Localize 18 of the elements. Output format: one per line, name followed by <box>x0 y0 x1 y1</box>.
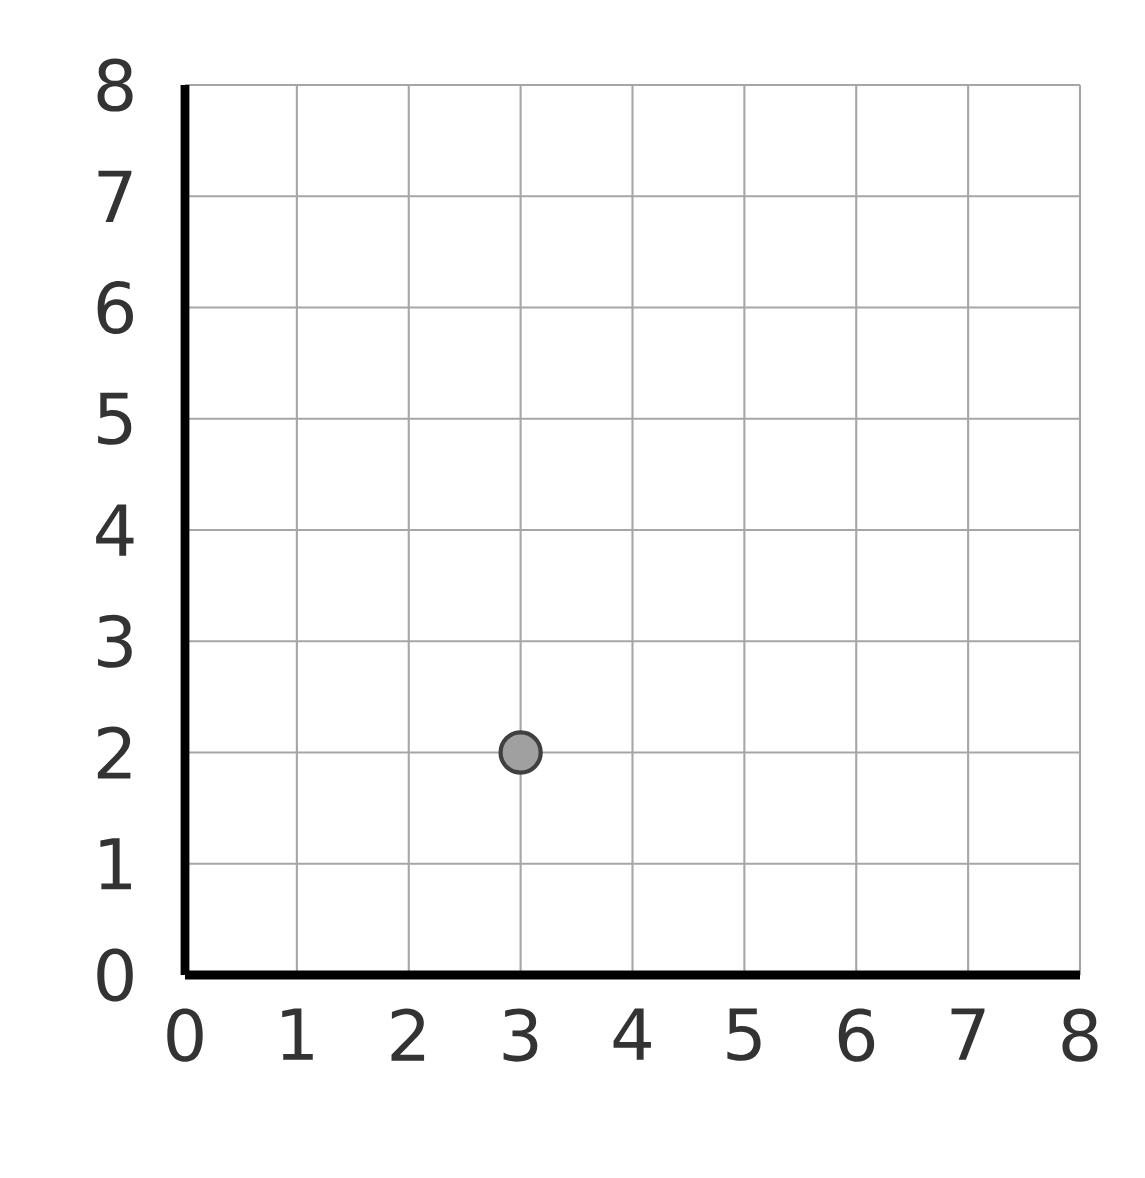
y-tick-label: 0 <box>97 948 133 1002</box>
y-tick-label: 6 <box>97 280 134 335</box>
x-tick-label: 5 <box>727 1008 761 1061</box>
x-tick-label: 3 <box>503 1008 538 1062</box>
y-tick-label: 8 <box>97 58 133 112</box>
y-tick-label: 3 <box>98 614 132 668</box>
x-tick-label: 1 <box>282 1008 313 1060</box>
y-tick-label: 1 <box>100 838 131 890</box>
y-tick-label: 7 <box>98 170 132 222</box>
y-tick-label: 4 <box>96 504 134 556</box>
x-tick-label: 7 <box>951 1008 985 1060</box>
x-tick-label: 0 <box>167 1008 203 1062</box>
y-tick-label: 5 <box>98 392 132 445</box>
x-tick-label: 8 <box>1062 1008 1098 1062</box>
x-tick-label: 2 <box>391 1008 425 1061</box>
x-tick-label: 4 <box>613 1008 651 1060</box>
y-tick-label: 2 <box>97 726 131 779</box>
x-tick-label: 6 <box>838 1008 875 1062</box>
